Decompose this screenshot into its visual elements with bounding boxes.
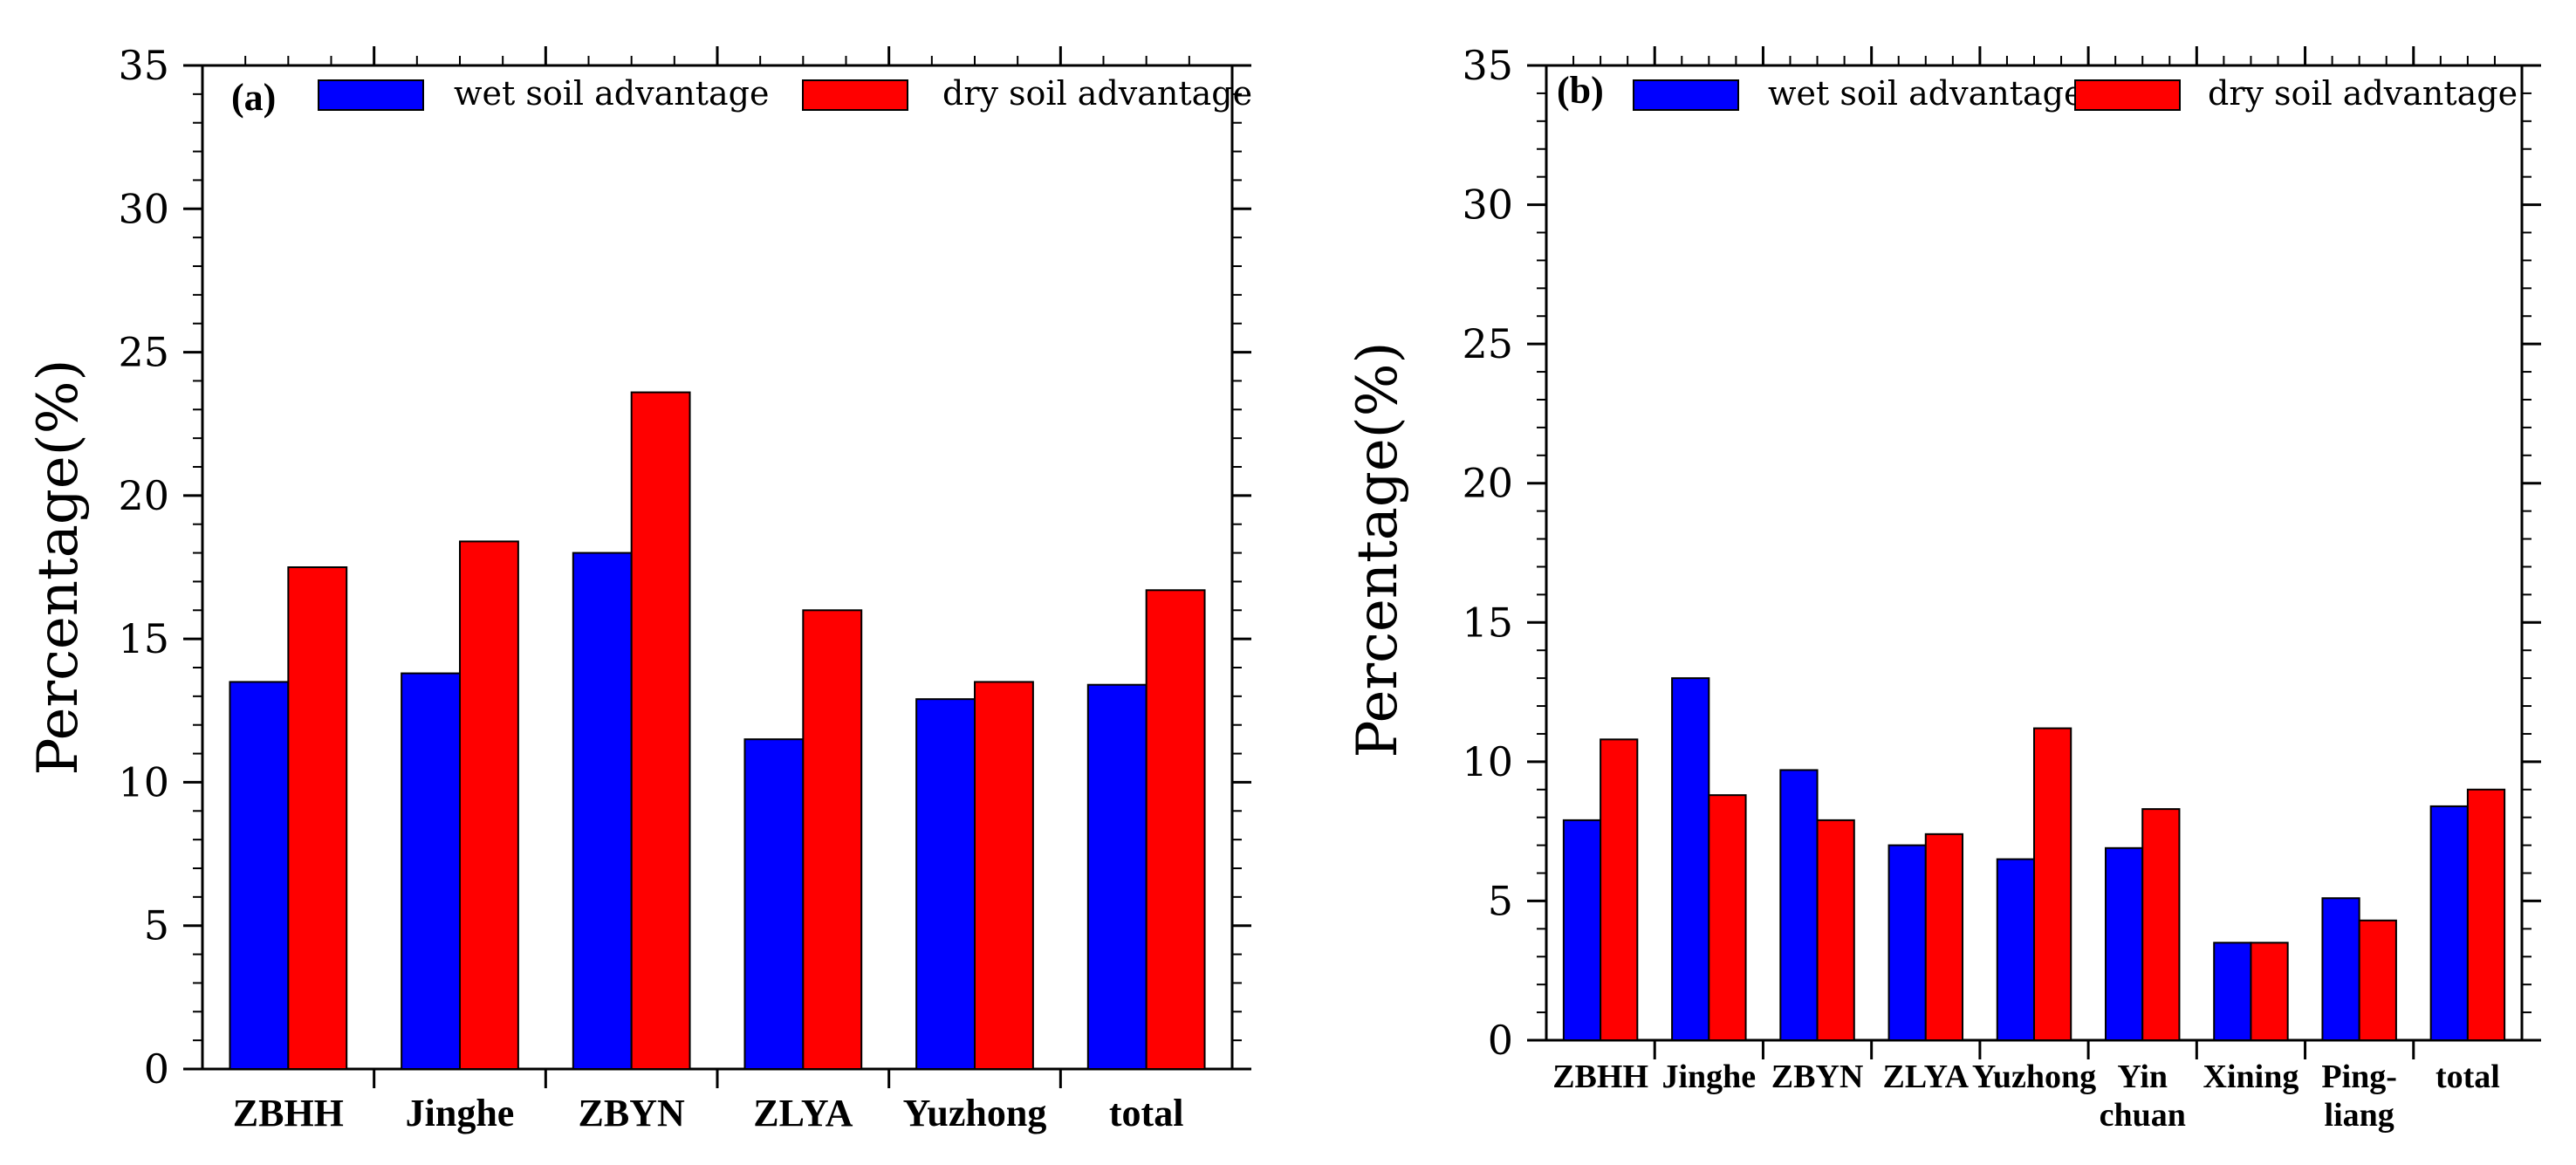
bar-dry-soil-advantage <box>2141 808 2181 1042</box>
bar-dry-soil-advantage <box>1145 589 1206 1070</box>
bar-wet-soil-advantage <box>2429 805 2469 1041</box>
x-category-label: Yuzhong <box>1972 1059 2096 1095</box>
y-tick-label: 20 <box>118 472 169 519</box>
y-axis-title: Percentage(%) <box>1346 341 1410 757</box>
bar-wet-soil-advantage <box>2321 897 2360 1042</box>
x-category-label: chuan <box>2100 1097 2186 1134</box>
y-tick-label: 35 <box>118 42 169 89</box>
panel-label: (b) <box>1557 69 1604 112</box>
x-category-label: Jinghe <box>1661 1059 1756 1095</box>
bar-wet-soil-advantage <box>2104 846 2144 1042</box>
x-category-label: ZLYA <box>753 1092 853 1134</box>
y-tick-label: 0 <box>144 1045 169 1093</box>
y-tick-label: 20 <box>1462 460 1513 507</box>
y-axis-title: Percentage(%) <box>26 359 91 775</box>
bar-dry-soil-advantage <box>2250 942 2289 1042</box>
bar-dry-soil-advantage <box>1816 819 1855 1041</box>
bar-wet-soil-advantage <box>1887 844 1927 1041</box>
y-tick-label: 15 <box>1462 599 1513 646</box>
bar-wet-soil-advantage <box>915 698 976 1071</box>
panel-label: (a) <box>231 76 276 119</box>
bar-dry-soil-advantage <box>1708 794 1747 1041</box>
x-category-label: ZLYA <box>1882 1059 1969 1095</box>
bar-wet-soil-advantage <box>1671 677 1710 1041</box>
bar-dry-soil-advantage <box>1600 738 1639 1042</box>
y-tick-label: 10 <box>1462 738 1513 785</box>
bar-wet-soil-advantage <box>743 738 805 1071</box>
y-tick-label: 25 <box>118 329 169 376</box>
bar-dry-soil-advantage <box>287 566 348 1070</box>
bar-dry-soil-advantage <box>2466 788 2506 1041</box>
y-tick-label: 30 <box>1462 182 1513 229</box>
y-tick-label: 35 <box>1462 42 1513 89</box>
legend-label-wet: wet soil advantage <box>454 74 769 113</box>
y-tick-label: 0 <box>1488 1017 1513 1064</box>
bar-wet-soil-advantage <box>1996 858 2035 1041</box>
x-category-label: Yin <box>2117 1059 2168 1095</box>
x-category-label: Jinghe <box>406 1092 515 1134</box>
bar-wet-soil-advantage <box>401 672 461 1070</box>
x-category-label: ZBHH <box>233 1092 344 1134</box>
x-category-label: ZBHH <box>1552 1059 1648 1095</box>
bar-dry-soil-advantage <box>630 391 691 1071</box>
x-category-label: Yuzhong <box>903 1092 1047 1134</box>
bar-wet-soil-advantage <box>2213 942 2252 1042</box>
y-tick-label: 10 <box>118 758 169 805</box>
bar-dry-soil-advantage <box>974 681 1034 1071</box>
bar-dry-soil-advantage <box>802 609 863 1070</box>
bar-wet-soil-advantage <box>229 681 290 1071</box>
chart-panel-a: 0 5 10 15 20 25 30 35 ZBHH Jinghe ZBYN ZLYA Yuzhong t… <box>26 42 1252 1134</box>
y-tick-label: 5 <box>1488 877 1513 924</box>
x-category-label: ZBYN <box>579 1092 685 1134</box>
legend-label-dry: dry soil advantage <box>942 74 1252 113</box>
x-category-label: ZBYN <box>1771 1059 1864 1095</box>
x-category-label: liang <box>2325 1097 2394 1134</box>
y-tick-label: 15 <box>118 615 169 662</box>
legend-swatch-dry <box>802 79 908 111</box>
bar-dry-soil-advantage <box>1924 833 1964 1041</box>
chart-panel-b: 0 5 10 15 20 25 30 35 ZBHH Jinghe ZBYN ZLYA Yuzhong Y… <box>1346 42 2541 1134</box>
bar-wet-soil-advantage <box>1086 683 1148 1070</box>
bar-dry-soil-advantage <box>459 540 519 1070</box>
bar-wet-soil-advantage <box>1562 819 1602 1041</box>
legend-swatch-dry <box>2074 79 2181 111</box>
legend-label-wet: wet soil advantage <box>1768 74 2083 113</box>
bar-dry-soil-advantage <box>2358 919 2397 1041</box>
bar-wet-soil-advantage <box>572 552 633 1070</box>
x-category-label: Xining <box>2203 1059 2299 1095</box>
x-category-label: total <box>1109 1092 1184 1134</box>
bar-wet-soil-advantage <box>1779 769 1819 1042</box>
legend-swatch-wet <box>1633 79 1739 111</box>
y-tick-label: 25 <box>1462 320 1513 367</box>
legend-label-dry: dry soil advantage <box>2208 74 2518 113</box>
y-tick-label: 5 <box>144 902 169 949</box>
legend-swatch-wet <box>318 79 424 111</box>
x-category-label: Ping- <box>2321 1059 2397 1095</box>
bar-dry-soil-advantage <box>2033 727 2072 1041</box>
x-category-label: total <box>2436 1059 2500 1095</box>
y-tick-label: 30 <box>118 185 169 232</box>
